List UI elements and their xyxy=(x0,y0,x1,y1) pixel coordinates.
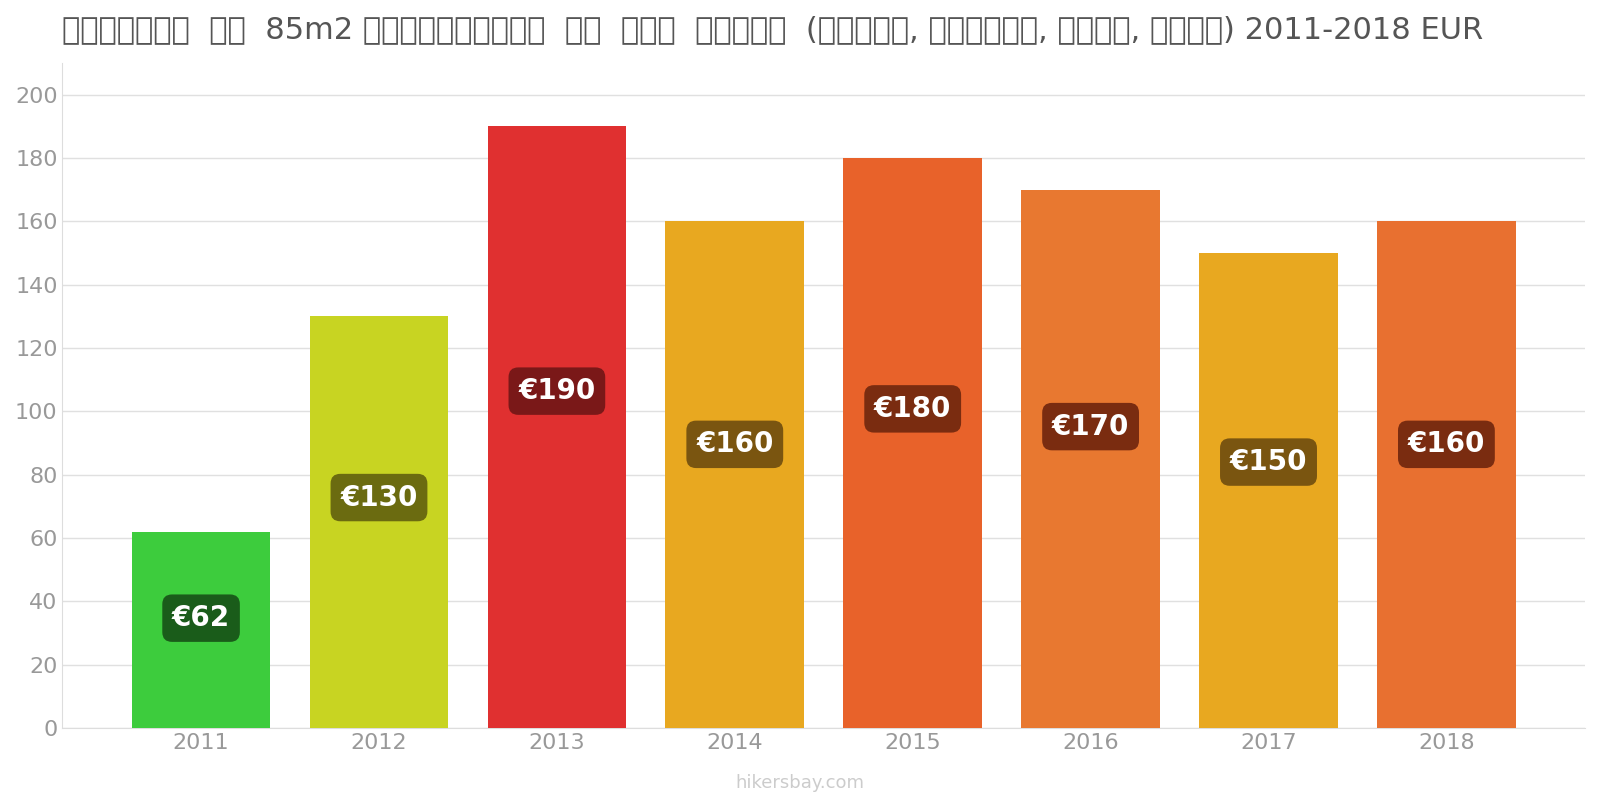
Bar xyxy=(488,126,626,728)
Text: €130: €130 xyxy=(341,483,418,511)
Bar xyxy=(309,316,448,728)
Text: €62: €62 xyxy=(173,604,230,632)
Text: €170: €170 xyxy=(1051,413,1130,441)
Bar xyxy=(1021,190,1160,728)
Text: लातविया  एक  85m2 अपार्टमेंट  के  लिए  शुल्क  (बिजली, हीटिंग, पानी, कचरा) 2011-2: लातविया एक 85m2 अपार्टमेंट के लिए शुल्क … xyxy=(62,15,1483,44)
Text: €150: €150 xyxy=(1230,448,1307,476)
Bar xyxy=(1198,253,1338,728)
Bar xyxy=(131,532,270,728)
Text: €160: €160 xyxy=(1408,430,1485,458)
Text: €190: €190 xyxy=(518,377,595,405)
Text: €180: €180 xyxy=(874,395,952,423)
Text: €160: €160 xyxy=(696,430,773,458)
Bar xyxy=(843,158,982,728)
Text: hikersbay.com: hikersbay.com xyxy=(736,774,864,792)
Bar xyxy=(666,222,805,728)
Bar xyxy=(1378,222,1515,728)
